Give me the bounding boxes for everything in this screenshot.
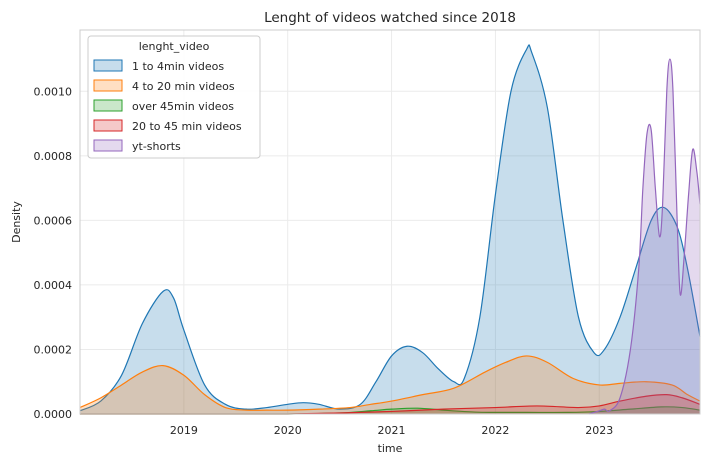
line-yt-shorts (588, 58, 701, 415)
x-axis-label: time (378, 442, 403, 455)
legend: lenght_video 1 to 4min videos 4 to 20 min… (87, 35, 261, 159)
area-20-to-45-min-videos (80, 394, 700, 414)
y-tick-label: 0.0002 (34, 343, 73, 356)
area-1-to-4min-videos (80, 44, 700, 414)
y-axis-ticks: 0.0000 0.0002 0.0004 0.0006 0.0008 0.0010 (34, 85, 73, 421)
legend-label-4-to-20-min-videos: 4 to 20 min videos (132, 80, 235, 93)
legend-title: lenght_video (139, 40, 210, 53)
legend-entries: 1 to 4min videos 4 to 20 min videos over 4… (93, 59, 242, 153)
y-tick-label: 0.0006 (34, 214, 73, 227)
line-1-to-4min-videos (79, 44, 701, 412)
x-tick-label: 2021 (378, 424, 406, 437)
density-curves (79, 44, 701, 415)
legend-swatch-4-to-20-min-videos (93, 79, 123, 92)
area-4-to-20-min-videos (80, 355, 700, 414)
legend-label-yt-shorts: yt-shorts (132, 140, 181, 153)
area-yt-shorts (588, 59, 700, 414)
legend-label-over-45min-videos: over 45min videos (132, 100, 234, 113)
chart-title: Lenght of videos watched since 2018 (264, 10, 516, 26)
line-4-to-20-min-videos (79, 355, 701, 411)
legend-box (87, 35, 261, 159)
legend-swatch-yt-shorts (93, 139, 123, 152)
legend-swatch-over-45min-videos (93, 99, 123, 112)
y-tick-label: 0.0004 (34, 279, 73, 292)
y-tick-label: 0.0008 (34, 150, 73, 163)
legend-swatch-20-to-45-min-videos (93, 119, 123, 132)
legend-label-1-to-4min-videos: 1 to 4min videos (132, 60, 224, 73)
plot-frame (79, 29, 701, 415)
x-tick-label: 2023 (585, 424, 613, 437)
area-over-45min-videos (80, 406, 700, 414)
x-axis-ticks: 2019 2020 2021 2022 2023 (170, 424, 613, 437)
x-tick-label: 2019 (170, 424, 198, 437)
x-tick-label: 2022 (481, 424, 509, 437)
x-tick-label: 2020 (274, 424, 302, 437)
legend-label-20-to-45-min-videos: 20 to 45 min videos (132, 120, 242, 133)
y-tick-label: 0.0010 (34, 85, 73, 98)
legend-swatch-1-to-4min-videos (93, 59, 123, 72)
y-tick-label: 0.0000 (34, 408, 73, 421)
y-axis-label: Density (10, 201, 23, 243)
